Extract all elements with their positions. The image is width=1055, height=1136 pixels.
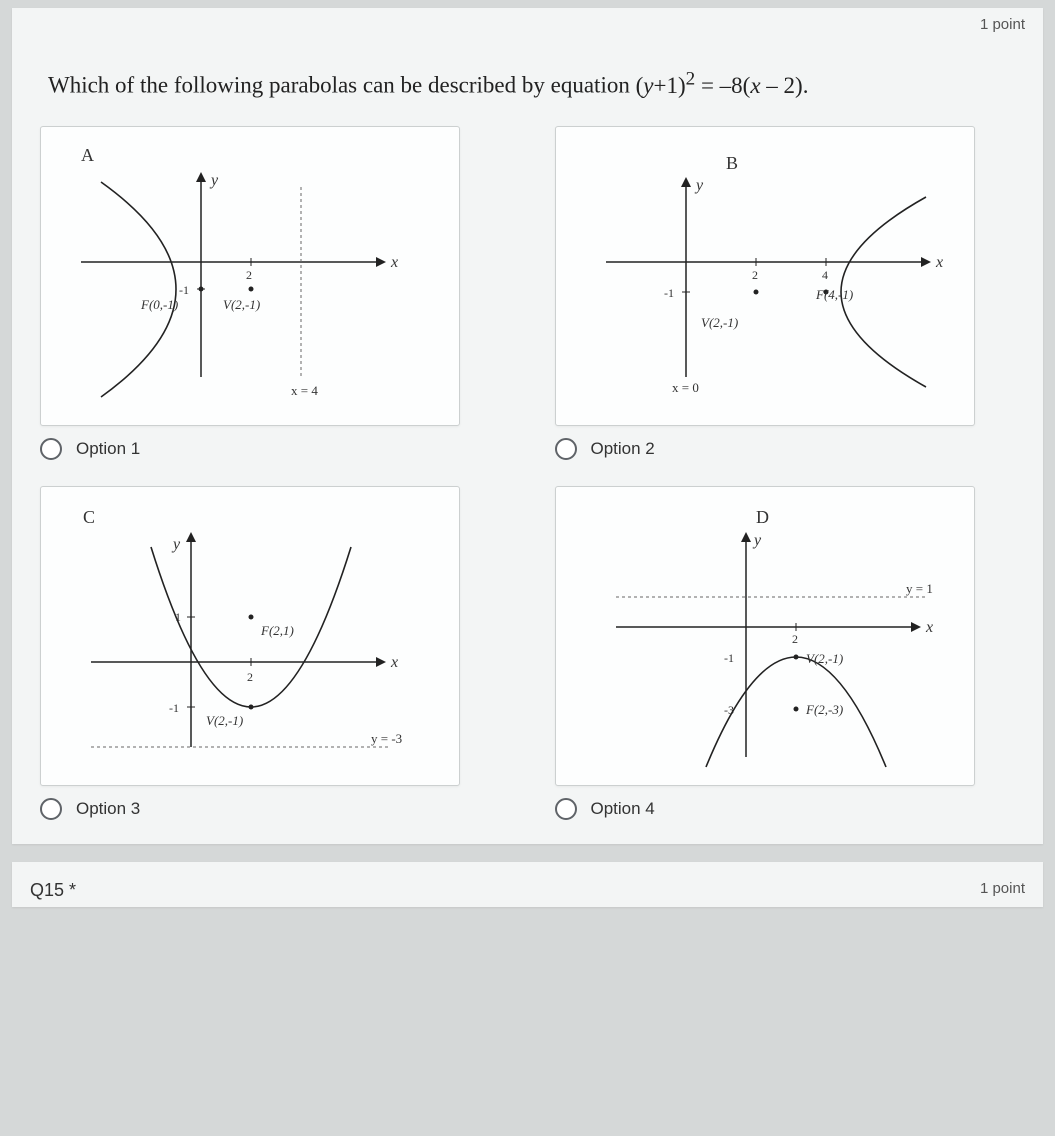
x-tick-2: 2 (246, 268, 252, 282)
options-grid: A y x 2 -1 x = 4 (30, 126, 1025, 820)
y-axis-label: y (694, 177, 704, 194)
vertex-label: V(2,-1) (223, 297, 260, 312)
option-1-label: Option 1 (76, 439, 140, 459)
vertex-label: V(2,-1) (806, 651, 843, 666)
focus-label: F(0,-1) (140, 297, 178, 312)
y-tick-m1: -1 (664, 286, 674, 300)
directrix-label: x = 0 (672, 380, 699, 395)
x-tick-2: 2 (792, 632, 798, 646)
radio-icon[interactable] (40, 798, 62, 820)
graph-c: C y x 1 -1 2 y = -3 (40, 486, 460, 786)
option-4-label: Option 4 (591, 799, 655, 819)
option-b-block: B y x 2 4 -1 x = 0 (555, 126, 1016, 460)
graph-letter: B (726, 153, 738, 173)
graph-a: A y x 2 -1 x = 4 (40, 126, 460, 426)
graph-letter: C (83, 507, 95, 527)
next-question-points: 1 point (980, 880, 1025, 897)
graph-b: B y x 2 4 -1 x = 0 (555, 126, 975, 426)
y-tick-m3: -3 (724, 703, 734, 717)
radio-icon[interactable] (555, 438, 577, 460)
points-label: 1 point (980, 16, 1025, 33)
option-1-row[interactable]: Option 1 (40, 438, 501, 460)
x-tick-2: 2 (247, 670, 253, 684)
x-axis-label: x (925, 619, 933, 636)
graph-letter: A (81, 145, 94, 165)
option-3-label: Option 3 (76, 799, 140, 819)
y-axis-label: y (209, 172, 219, 189)
next-question-card: Q15 * 1 point (12, 862, 1043, 907)
option-c-block: C y x 1 -1 2 y = -3 (40, 486, 501, 820)
directrix-label: y = 1 (906, 581, 933, 596)
equation: (y+1)2 = –8(x – 2). (636, 73, 809, 98)
option-2-row[interactable]: Option 2 (555, 438, 1016, 460)
focus-label: F(4,-1) (815, 287, 853, 302)
graph-letter: D (756, 507, 769, 527)
radio-icon[interactable] (555, 798, 577, 820)
y-axis-label: y (752, 532, 762, 549)
y-tick-m1: -1 (179, 283, 189, 297)
graph-d: D y x y = 1 -1 -3 2 (555, 486, 975, 786)
x-tick-4: 4 (822, 268, 828, 282)
next-question-id: Q15 * (30, 880, 76, 900)
question-prompt: Which of the following parabolas can be … (48, 64, 1017, 104)
question-card: 1 point Which of the following parabolas… (12, 8, 1043, 844)
option-d-block: D y x y = 1 -1 -3 2 (555, 486, 1016, 820)
focus-label: F(2,-3) (805, 702, 843, 717)
focus-label: F(2,1) (260, 623, 294, 638)
vertex-label: V(2,-1) (206, 713, 243, 728)
radio-icon[interactable] (40, 438, 62, 460)
directrix-label: y = -3 (371, 731, 402, 746)
option-2-label: Option 2 (591, 439, 655, 459)
option-a-block: A y x 2 -1 x = 4 (40, 126, 501, 460)
y-tick-m1: -1 (169, 701, 179, 715)
x-axis-label: x (390, 654, 398, 671)
prompt-prefix: Which of the following parabolas can be … (48, 73, 636, 98)
option-3-row[interactable]: Option 3 (40, 798, 501, 820)
x-axis-label: x (935, 254, 943, 271)
directrix-label: x = 4 (291, 383, 318, 398)
y-axis-label: y (171, 536, 181, 553)
x-tick-2: 2 (752, 268, 758, 282)
y-tick-m1: -1 (724, 651, 734, 665)
x-axis-label: x (390, 254, 398, 271)
option-4-row[interactable]: Option 4 (555, 798, 1016, 820)
vertex-label: V(2,-1) (701, 315, 738, 330)
